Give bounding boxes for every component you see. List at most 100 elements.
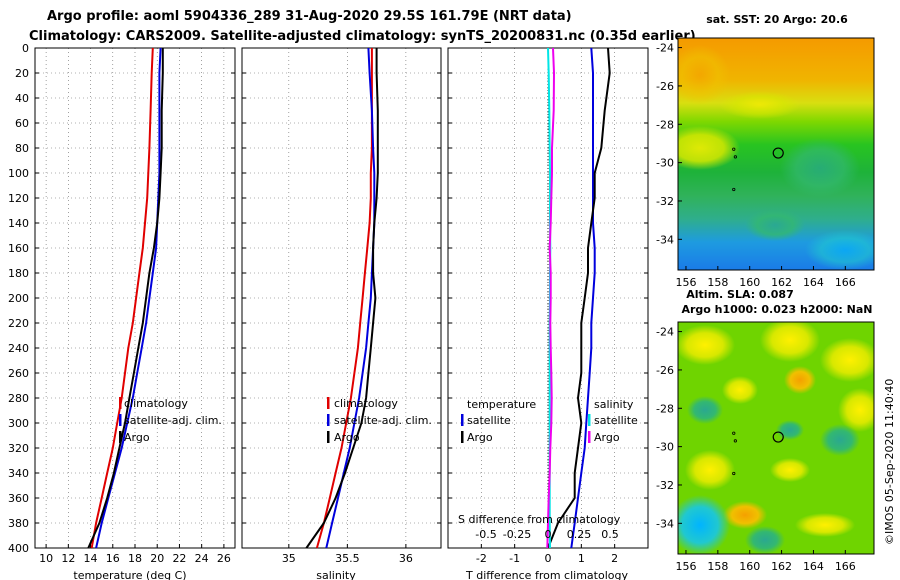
depth-tick-label: 260: [8, 367, 29, 380]
s-diff-tick-label: 0.5: [601, 528, 619, 541]
lat-tick-label: -32: [656, 195, 674, 208]
track-dot: [733, 155, 737, 159]
salinity-tick-labels: 35 35.5 36: [282, 552, 413, 565]
depth-tick-label: 380: [8, 517, 29, 530]
lon-tick-label: 156: [675, 276, 696, 289]
difference-series: [546, 47, 611, 549]
temperature-tick-labels: 10 12 14 16 18 20 22 24 26: [39, 552, 231, 565]
series-line-climatology: [315, 48, 373, 549]
salinity-panel: 35 35.5 36 salinity climatology satellite-…: [241, 47, 442, 580]
lat-tick-label: -24: [656, 326, 674, 339]
legend-swatch-t-argo: [461, 431, 464, 443]
depth-tick-label: 220: [8, 317, 29, 330]
lon-tick-label: 164: [803, 560, 824, 573]
depth-tick-label: 320: [8, 442, 29, 455]
x-tick-label: -1: [509, 552, 520, 565]
track-dot: [732, 471, 736, 476]
temperature-panel: 0 20 40 60 80 100 120 140 160 180 200 220 240 260 280 3…: [8, 42, 236, 580]
salinity-series: [305, 47, 379, 549]
sst-map-axes: [677, 37, 875, 271]
sst-map-ticks: 156 158 160 162 164 166 -24 -26 -28 -30 -32 -34: [656, 42, 856, 289]
lat-tick-label: -34: [656, 517, 674, 530]
series-line-argo: [305, 48, 379, 549]
difference-xlabel: T difference from climatology: [465, 569, 628, 580]
depth-tick-label: 120: [8, 192, 29, 205]
s-diff-tick-label: 0.25: [567, 528, 592, 541]
sla-field: [678, 322, 874, 554]
x-tick-label: 1: [578, 552, 585, 565]
track-dot: [732, 187, 736, 192]
x-tick-label: 22: [172, 552, 186, 565]
argo-position-marker: [772, 431, 784, 443]
salinity-legend: climatology satellite-adj. clim. Argo: [327, 397, 432, 444]
depth-tick-label: 100: [8, 167, 29, 180]
depth-tick-label: 0: [22, 42, 29, 55]
lon-tick-label: 162: [771, 276, 792, 289]
salinity-axes: [241, 47, 442, 549]
legend-argo: Argo: [334, 431, 360, 444]
depth-tick-label: 80: [15, 142, 29, 155]
depth-tick-label: 360: [8, 492, 29, 505]
x-tick-label: 36: [399, 552, 413, 565]
lat-tick-label: -30: [656, 441, 674, 454]
s-diff-tick-label: 0: [545, 528, 552, 541]
legend-s-satellite: satellite: [594, 414, 638, 427]
lat-tick-label: -32: [656, 479, 674, 492]
x-tick-label: 10: [39, 552, 53, 565]
sst-map-panel: sat. SST: 20 Argo: 20.6 156 158 160 162 164 1…: [656, 13, 875, 289]
temperature-series: [87, 47, 164, 549]
lat-tick-label: -30: [656, 157, 674, 170]
difference-top-tick-labels: -0.5 -0.25 0 0.25 0.5: [475, 528, 618, 541]
lat-tick-label: -28: [656, 118, 674, 131]
legend-swatch-s-argo: [588, 431, 591, 443]
legend-t-argo: Argo: [467, 431, 493, 444]
legend-temperature-title: temperature: [467, 398, 536, 411]
legend-argo: Argo: [124, 431, 150, 444]
title-line-1: Argo profile: aoml 5904336_289 31-Aug-20…: [47, 9, 572, 24]
x-tick-label: 35: [282, 552, 296, 565]
sst-map-marks: [732, 147, 784, 192]
x-tick-label: 18: [128, 552, 142, 565]
legend-swatch-climatology: [327, 397, 330, 409]
lat-tick-label: -26: [656, 364, 674, 377]
depth-tick-label: 160: [8, 242, 29, 255]
x-tick-label: 20: [150, 552, 164, 565]
series-line-argo: [87, 48, 164, 549]
sla-map-title-line-1: Altim. SLA: 0.087: [686, 288, 793, 301]
depth-tick-label: 20: [15, 67, 29, 80]
title-line-2: Climatology: CARS2009. Satellite-adjuste…: [29, 29, 696, 44]
depth-tick-label: 180: [8, 267, 29, 280]
x-tick-label: 16: [106, 552, 120, 565]
depth-tick-label: 60: [15, 117, 29, 130]
legend-swatch-argo: [327, 431, 330, 443]
legend-salinity-title: salinity: [594, 398, 634, 411]
legend-swatch-satellite: [327, 414, 330, 426]
s-difference-label: S difference from climatology: [458, 513, 621, 526]
legend-t-satellite: satellite: [467, 414, 511, 427]
lat-tick-label: -24: [656, 42, 674, 55]
lon-tick-label: 156: [675, 560, 696, 573]
temperature-grid: [35, 47, 235, 549]
legend-satellite-adj: satellite-adj. clim.: [334, 414, 432, 427]
depth-tick-label: 400: [8, 542, 29, 555]
sla-map-title-line-2: Argo h1000: 0.023 h2000: NaN: [681, 303, 872, 316]
temperature-legend: climatology satellite-adj. clim. Argo: [119, 397, 222, 444]
lon-tick-label: 158: [707, 560, 728, 573]
depth-tick-label: 200: [8, 292, 29, 305]
legend-climatology: climatology: [334, 397, 398, 410]
lon-tick-label: 166: [835, 560, 856, 573]
depth-tick-label: 280: [8, 392, 29, 405]
salinity-grid: [242, 47, 441, 549]
track-dot: [732, 147, 736, 151]
legend-climatology: climatology: [124, 397, 188, 410]
lon-tick-label: 162: [771, 560, 792, 573]
depth-tick-label: 40: [15, 92, 29, 105]
track-dot: [733, 439, 737, 443]
sla-map-axes: [677, 321, 875, 555]
difference-legend: temperature satellite Argo salinity sate…: [461, 398, 638, 444]
lon-tick-label: 166: [835, 276, 856, 289]
legend-swatch-argo: [119, 431, 122, 443]
x-tick-label: 2: [611, 552, 618, 565]
lon-tick-label: 164: [803, 276, 824, 289]
